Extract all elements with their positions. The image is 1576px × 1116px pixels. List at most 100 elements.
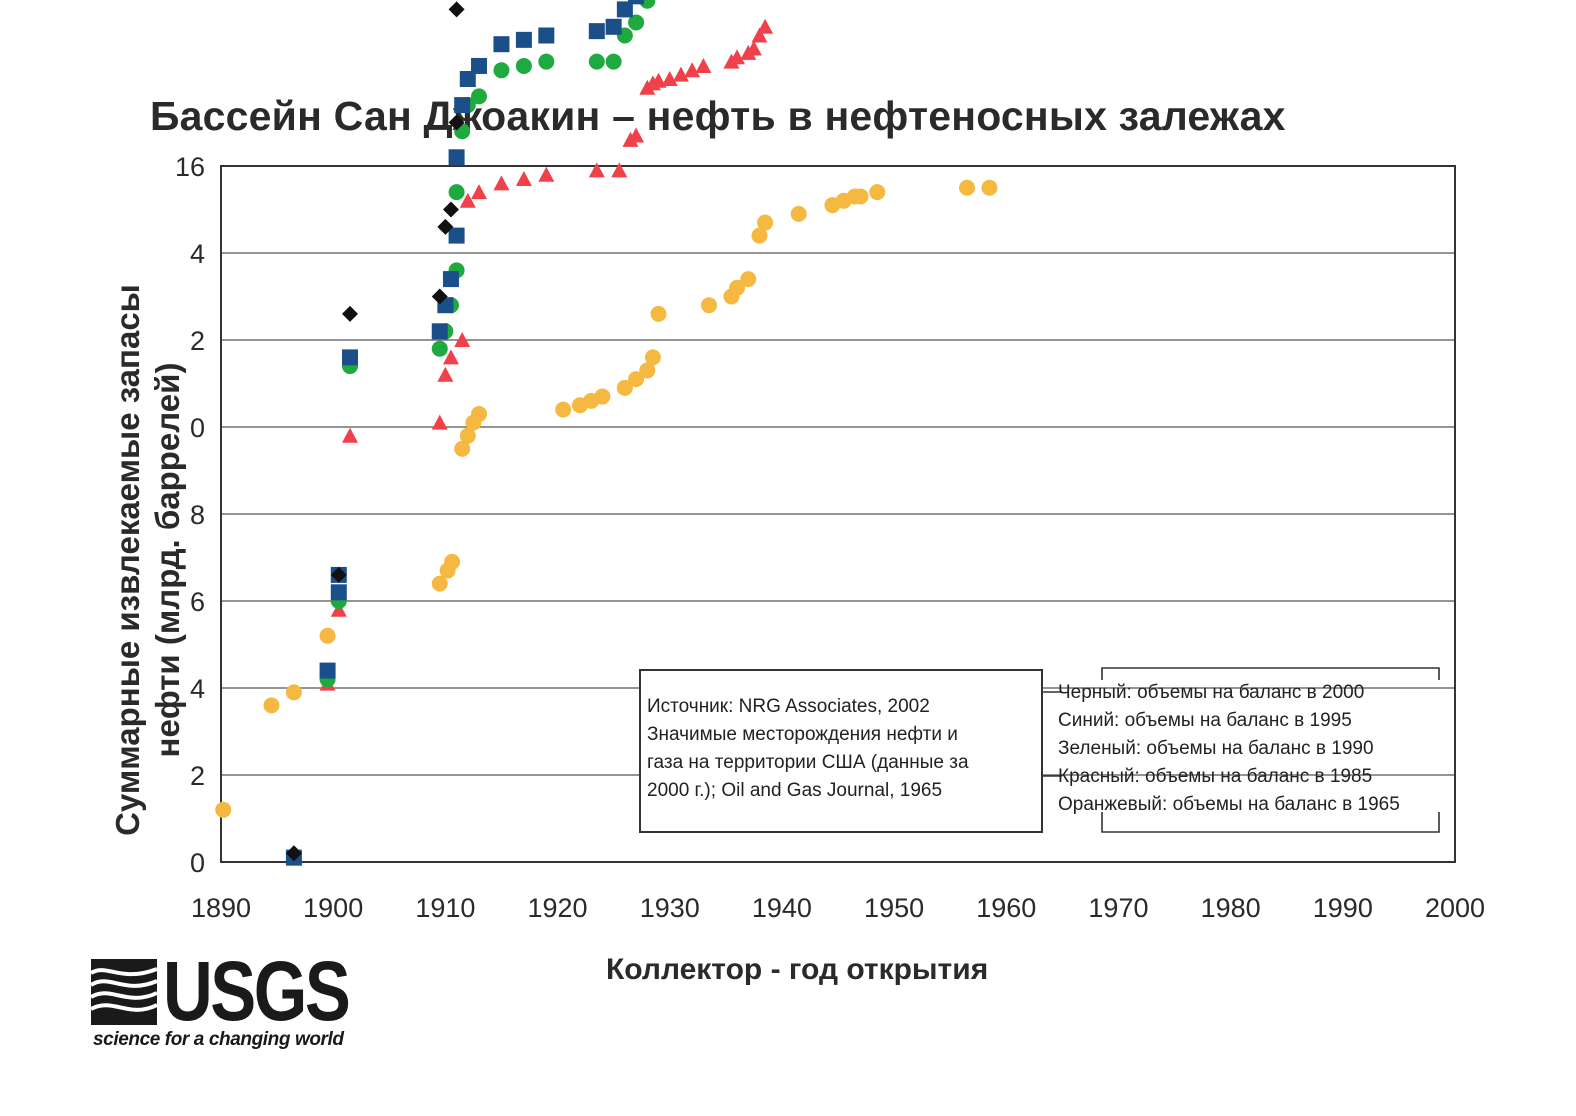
data-point (628, 127, 645, 143)
source-line-1: Источник: NRG Associates, 2002 (647, 696, 930, 717)
legend-bracket (1043, 667, 1440, 833)
data-point (729, 49, 746, 65)
data-point (515, 31, 532, 48)
data-points (215, 0, 998, 866)
x-tick-label: 1990 (1313, 893, 1373, 923)
source-line-3: газа на территории США (данные за (647, 752, 969, 773)
data-point (330, 584, 347, 601)
series-Черный (285, 1, 465, 862)
x-tick-label: 1950 (864, 893, 924, 923)
data-point (790, 205, 807, 222)
data-point (981, 179, 998, 196)
data-point (442, 271, 459, 288)
legend-item-blue: Синий: объемы на баланс в 1995 (1058, 710, 1352, 731)
data-point (319, 627, 336, 644)
data-point (431, 340, 448, 357)
data-point (459, 427, 476, 444)
data-point (628, 0, 645, 5)
data-point (459, 71, 476, 87)
legend-bracket-bottom (1101, 812, 1440, 833)
x-tick-label: 1890 (191, 893, 251, 923)
data-point (661, 71, 678, 86)
y-tick-label: 2 (190, 326, 205, 356)
x-tick-label: 1920 (528, 893, 588, 923)
data-point (611, 162, 628, 178)
data-point (751, 27, 768, 43)
usgs-logo: USGS science for a changing world (91, 944, 361, 1055)
legend-item-green: Зеленый: объемы на баланс в 1990 (1058, 738, 1374, 759)
source-line-4: 2000 г.); Oil and Gas Journal, 1965 (647, 780, 943, 801)
data-point (729, 279, 746, 296)
usgs-wordmark: USGS (163, 944, 351, 1038)
data-point (751, 227, 768, 244)
data-point (493, 62, 510, 79)
data-point (745, 40, 762, 56)
data-point (650, 305, 667, 322)
series-Красный (319, 18, 774, 691)
y-tick-label: 0 (190, 413, 205, 443)
data-point (471, 88, 488, 105)
data-point (740, 271, 757, 288)
y-tick-label: 8 (190, 500, 205, 530)
data-point (959, 179, 976, 196)
data-point (444, 553, 461, 570)
data-point (342, 349, 359, 366)
data-point (330, 566, 347, 583)
data-point (448, 1, 465, 18)
x-tick-label: 2000 (1425, 893, 1485, 923)
x-axis-label: Коллектор - год открытия (606, 953, 989, 986)
data-point (588, 53, 605, 70)
data-point (437, 366, 454, 382)
data-point (628, 371, 645, 388)
data-point (538, 27, 555, 44)
data-point (555, 401, 572, 418)
data-point (700, 297, 717, 314)
x-tick-label: 1970 (1088, 893, 1148, 923)
y-tick-label: 0 (190, 848, 205, 878)
legend-bracket-top (1101, 667, 1440, 680)
plot-frame (220, 165, 1456, 863)
data-point (431, 288, 448, 305)
x-tick-label: 1900 (303, 893, 363, 923)
data-point (454, 332, 471, 347)
data-point (515, 171, 532, 187)
data-point (588, 23, 605, 40)
data-point (330, 601, 347, 617)
data-point (471, 57, 488, 74)
data-point (616, 1, 633, 18)
source-line-2: Значимые месторождения нефти и (647, 724, 958, 745)
data-point (471, 405, 488, 422)
legend: Черный: объемы на баланс в 2000 Синий: о… (1058, 679, 1400, 819)
data-point (493, 36, 510, 53)
data-point (639, 362, 656, 379)
data-point (431, 414, 448, 430)
series-Зеленый (319, 0, 656, 688)
data-point (588, 162, 605, 178)
data-point (342, 305, 359, 322)
data-point (442, 201, 459, 218)
y-tick-label: 4 (190, 674, 205, 704)
data-point (471, 184, 488, 200)
data-point (672, 66, 689, 82)
x-tick-label: 1980 (1201, 893, 1261, 923)
data-point (431, 323, 448, 340)
data-point (459, 192, 476, 208)
source-box: Источник: NRG Associates, 2002 Значимые … (639, 669, 1043, 833)
legend-item-red: Красный: объемы на баланс в 1985 (1058, 766, 1373, 787)
y-tick-label: 2 (190, 761, 205, 791)
data-point (644, 349, 661, 366)
data-point (594, 388, 611, 405)
data-point (319, 662, 336, 679)
data-point (628, 14, 645, 31)
data-point (448, 184, 465, 201)
x-tick-label: 1910 (415, 893, 475, 923)
data-point (757, 18, 774, 34)
usgs-tagline: science for a changing world (93, 1029, 344, 1050)
data-point (431, 575, 448, 592)
x-tick-label: 1960 (976, 893, 1036, 923)
data-point (869, 184, 886, 201)
data-point (215, 801, 232, 818)
data-point (448, 149, 465, 166)
